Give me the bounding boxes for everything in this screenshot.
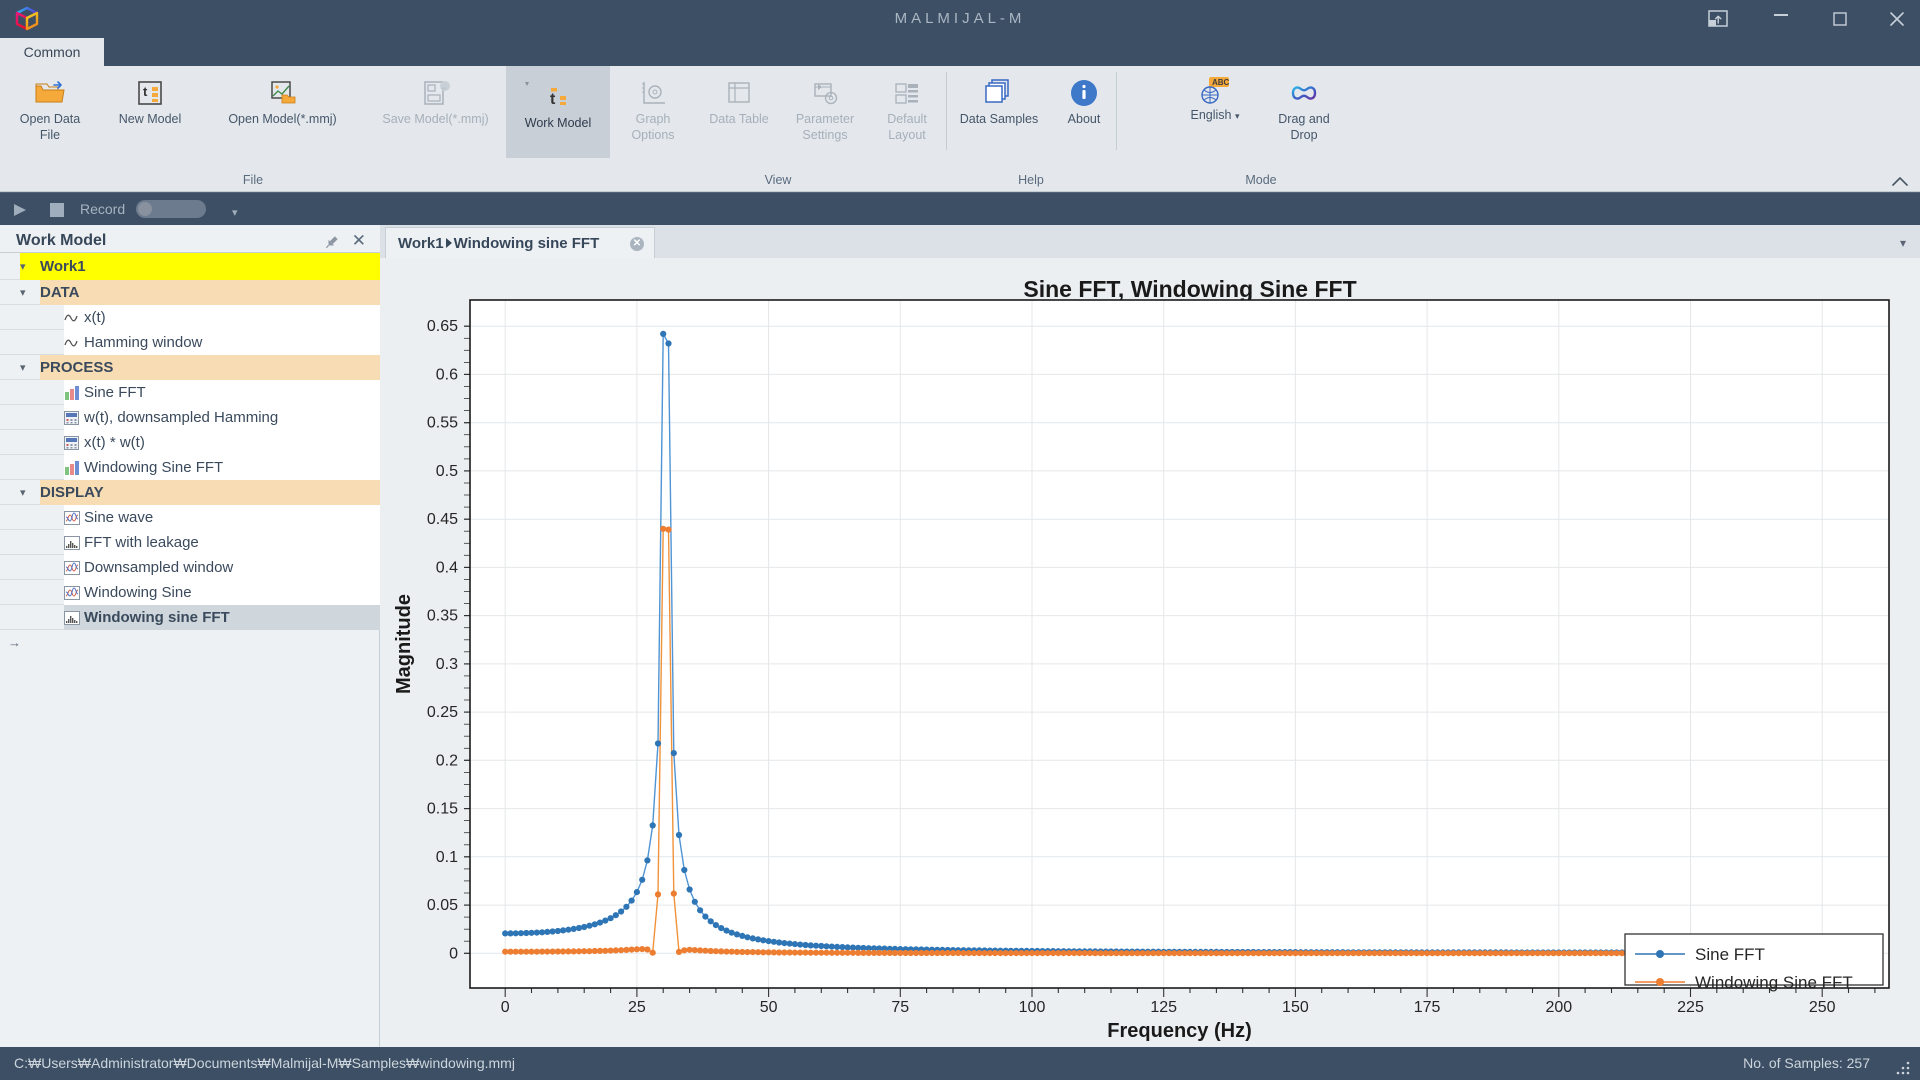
svg-text:0.65: 0.65 — [427, 318, 458, 335]
svg-text:0.35: 0.35 — [427, 608, 458, 625]
svg-text:Sine FFT: Sine FFT — [1695, 945, 1765, 964]
svg-text:50: 50 — [760, 999, 778, 1016]
svg-text:0.45: 0.45 — [427, 511, 458, 528]
svg-text:125: 125 — [1150, 999, 1177, 1016]
svg-text:0.25: 0.25 — [427, 704, 458, 721]
svg-text:0.5: 0.5 — [436, 463, 458, 480]
svg-text:250: 250 — [1809, 999, 1836, 1016]
svg-text:0.05: 0.05 — [427, 897, 458, 914]
svg-text:25: 25 — [628, 999, 646, 1016]
svg-text:0.6: 0.6 — [436, 366, 458, 383]
svg-text:ABC: ABC — [1212, 78, 1230, 87]
svg-text:0.55: 0.55 — [427, 415, 458, 432]
svg-text:0.1: 0.1 — [436, 849, 458, 866]
svg-text:0: 0 — [501, 999, 510, 1016]
svg-text:Magnitude: Magnitude — [393, 594, 415, 694]
svg-text:100: 100 — [1019, 999, 1046, 1016]
svg-text:Frequency (Hz): Frequency (Hz) — [1107, 1020, 1251, 1042]
svg-text:150: 150 — [1282, 999, 1309, 1016]
svg-text:t: t — [550, 91, 556, 108]
svg-text:0: 0 — [449, 945, 458, 962]
svg-text:75: 75 — [891, 999, 909, 1016]
svg-text:200: 200 — [1545, 999, 1572, 1016]
svg-text:175: 175 — [1414, 999, 1441, 1016]
svg-text:0.2: 0.2 — [436, 752, 458, 769]
svg-text:Windowing Sine FFT: Windowing Sine FFT — [1695, 973, 1853, 992]
svg-text:t: t — [143, 84, 148, 99]
svg-text:0.3: 0.3 — [436, 656, 458, 673]
svg-text:0.4: 0.4 — [436, 559, 458, 576]
svg-text:...: ... — [441, 84, 446, 90]
svg-text:0.15: 0.15 — [427, 801, 458, 818]
svg-text:225: 225 — [1677, 999, 1704, 1016]
